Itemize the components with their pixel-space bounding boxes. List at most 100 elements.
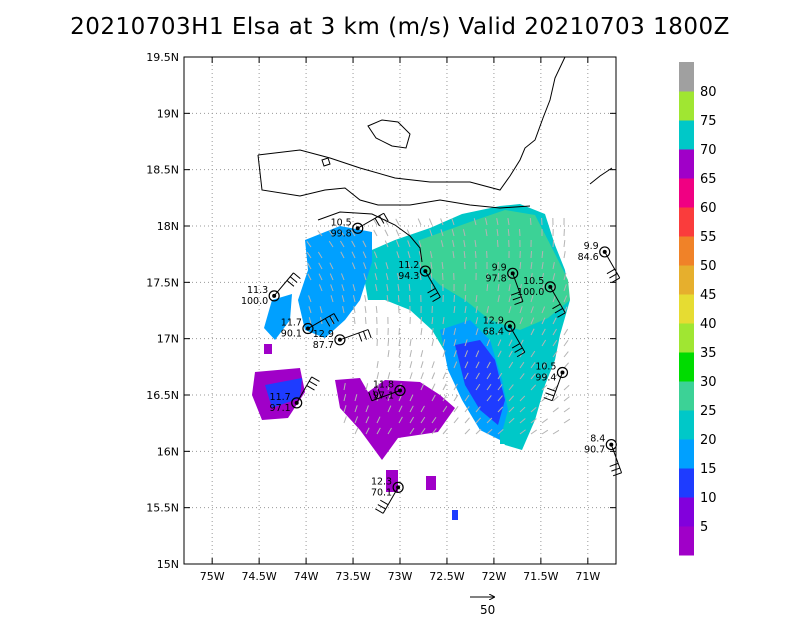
wind-vector	[563, 396, 570, 402]
wind-vector	[420, 405, 425, 413]
wind-vector	[475, 428, 482, 435]
wind-vector	[431, 328, 434, 336]
wind-vector	[376, 383, 380, 391]
wind-vector	[530, 418, 537, 424]
wind-barb-feather	[286, 280, 295, 287]
station-speed: 10.5	[535, 361, 556, 372]
wind-barb-feather	[557, 312, 566, 318]
wind-vector	[452, 240, 455, 248]
wind-vector	[552, 328, 557, 336]
wind-barb-feather	[512, 296, 522, 301]
lat-tick-label: 15.5N	[146, 502, 179, 515]
wind-vector	[387, 350, 390, 358]
wind-barb-feather	[432, 296, 441, 302]
wind-vector	[475, 383, 481, 391]
wind-vector	[352, 284, 356, 292]
wind-vector	[387, 405, 392, 413]
wind-vector	[530, 328, 535, 336]
wind-barb-feather	[367, 329, 372, 339]
wind-vector	[429, 251, 433, 259]
wind-vector	[541, 328, 546, 336]
wind-vector	[341, 284, 345, 292]
lon-tick-label: 74W	[294, 570, 319, 583]
colorbar-segment	[679, 468, 694, 498]
wind-vector	[409, 339, 412, 347]
wind-vector	[519, 261, 522, 270]
wind-vector	[340, 251, 345, 259]
wind-barb-feather	[293, 272, 301, 280]
station-speed: 11.7	[281, 318, 302, 329]
wind-vector	[395, 229, 400, 237]
wind-vector	[365, 383, 369, 391]
wind-vector	[387, 394, 391, 402]
station-ring	[392, 481, 404, 493]
wind-vector	[306, 251, 312, 259]
lat-tick-label: 16N	[157, 445, 179, 458]
colorbar-label: 30	[700, 375, 717, 390]
station-ring	[268, 290, 280, 302]
wind-barb-feather	[306, 385, 315, 391]
wind-vector	[365, 405, 369, 413]
wind-vector	[497, 384, 503, 391]
wind-barb-feather	[514, 347, 523, 353]
wind-vector	[308, 306, 312, 314]
wind-vector	[362, 240, 367, 248]
wind-vector	[552, 396, 559, 402]
wind-vector	[398, 416, 403, 424]
wind-vector	[486, 328, 490, 336]
wind-vector	[420, 372, 424, 380]
wind-vector	[418, 240, 422, 248]
colorbar-label: 75	[700, 114, 717, 129]
wind-vector	[351, 240, 356, 248]
wind-vector	[397, 284, 400, 292]
wind-vector	[452, 251, 455, 259]
wind-vector	[407, 240, 411, 248]
wind-vector	[453, 305, 456, 314]
wind-patch	[500, 432, 508, 444]
wind-vector	[563, 418, 571, 424]
station-pressure: 94.3	[398, 271, 419, 282]
wind-patch	[386, 470, 398, 492]
wind-vector	[563, 239, 566, 248]
wind-vector	[552, 351, 558, 358]
wind-vector	[563, 295, 568, 303]
wind-vector	[372, 218, 378, 226]
coastline-east	[589, 167, 613, 185]
wind-vector	[530, 384, 537, 391]
coastline-island	[321, 157, 331, 167]
wind-vector	[354, 394, 358, 402]
axis-ticks: 15N 15.5N 16N 16.5N 17N 17.5N 18N 18.5N 19N 19.5N…	[146, 51, 616, 583]
wind-vector	[486, 361, 491, 369]
station-pressure: 99.4	[535, 372, 556, 383]
wind-barb-feather	[374, 218, 380, 227]
coastline-haiti-south	[317, 211, 423, 263]
wind-vector	[387, 372, 391, 380]
wind-region-25-30	[420, 210, 570, 330]
lon-tick-label: 73W	[388, 570, 413, 583]
wind-vector	[462, 229, 466, 237]
station-pressure: 90.7	[584, 445, 605, 456]
wind-vector	[497, 429, 504, 435]
wind-vector	[406, 229, 411, 237]
wind-vector	[420, 416, 426, 424]
wind-vector	[430, 272, 433, 281]
colorbar-label: 5	[700, 520, 708, 535]
wind-vector	[497, 350, 502, 358]
wind-vector	[508, 384, 514, 391]
colorbar-label: 40	[700, 317, 717, 332]
station: 8.490.7	[584, 434, 623, 477]
wind-vector	[365, 416, 370, 424]
station-speed: 11.3	[247, 285, 268, 296]
station-speed: 12.9	[313, 329, 334, 340]
station: 12.370.1	[371, 476, 404, 514]
coastline	[257, 56, 613, 263]
wind-vector	[409, 350, 412, 358]
wind-vector	[474, 240, 477, 248]
wind-vector	[530, 362, 536, 369]
wind-vector	[530, 261, 533, 270]
wind-vector	[464, 428, 471, 435]
wind-vector	[486, 428, 493, 435]
station-speed: 11.7	[270, 392, 291, 403]
